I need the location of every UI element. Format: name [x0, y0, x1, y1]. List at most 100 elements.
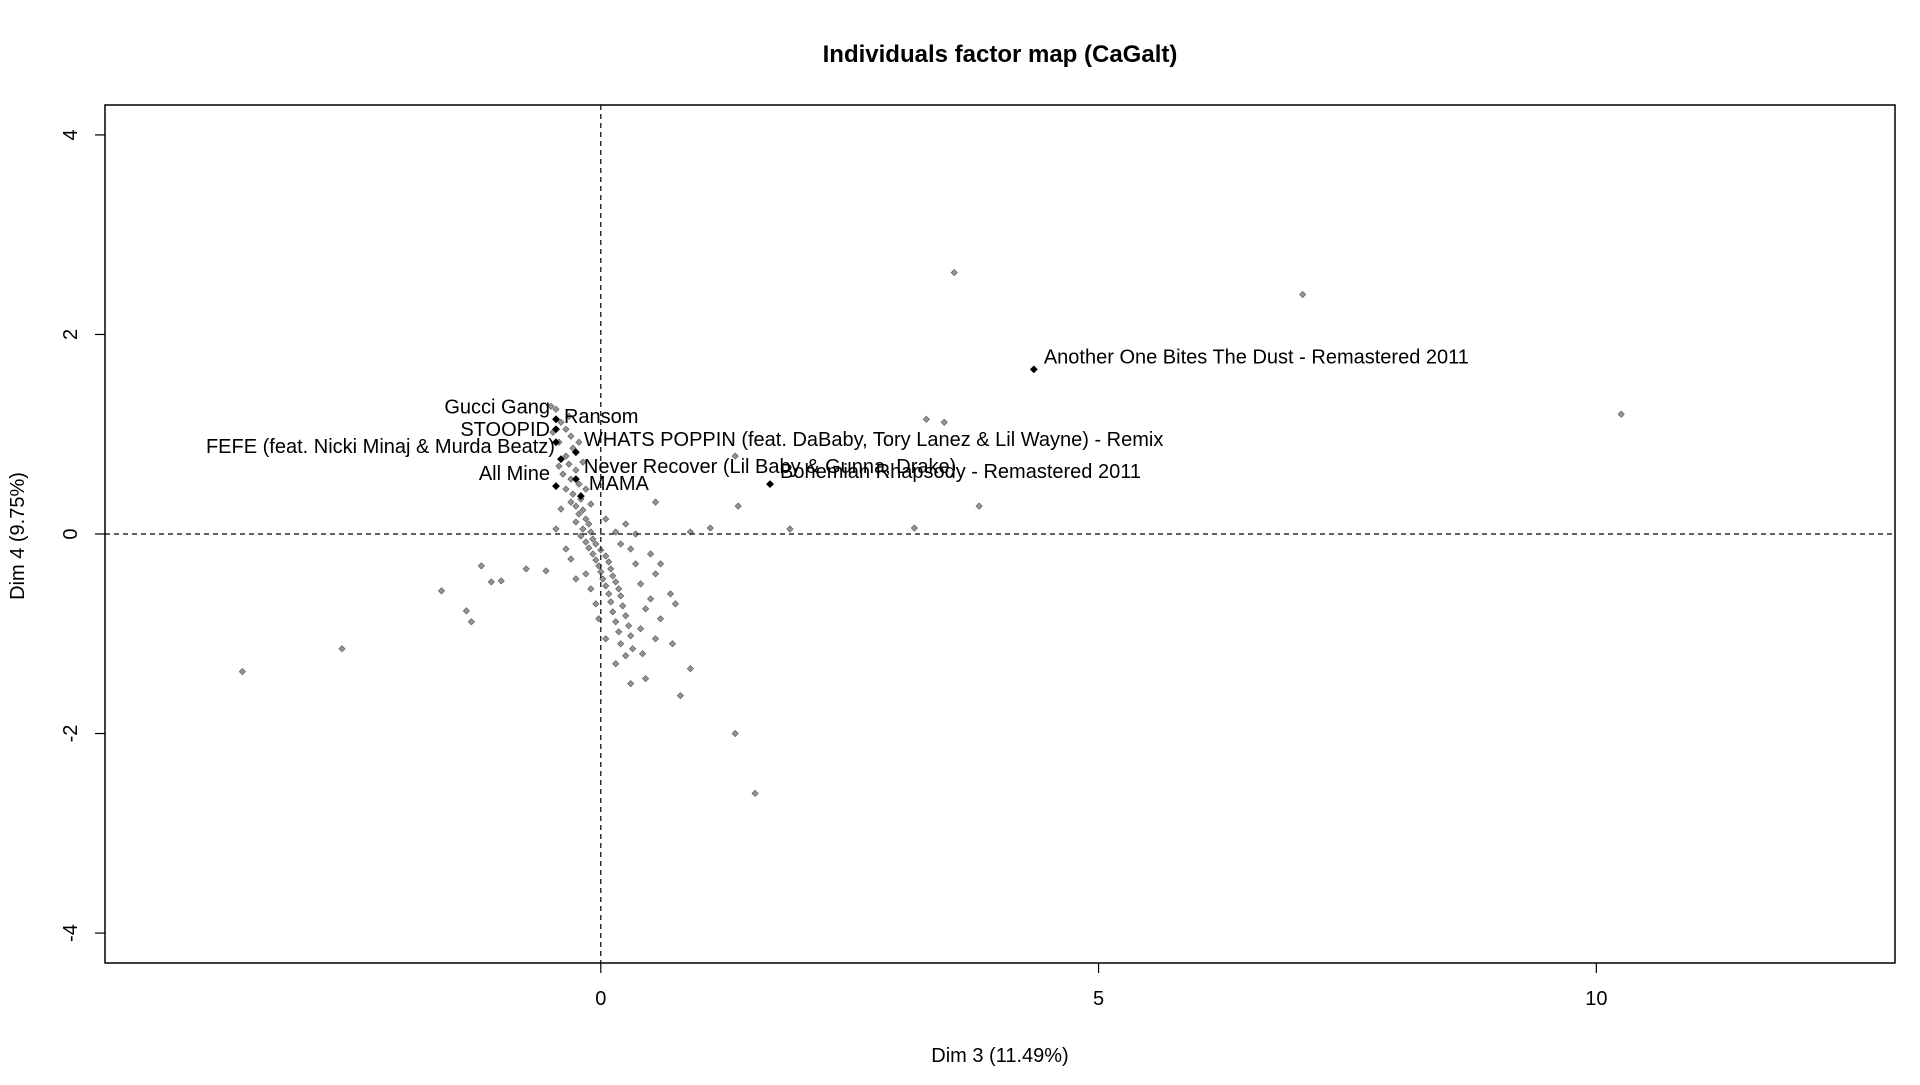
- scatter-point: [627, 680, 635, 688]
- scatter-point: [615, 628, 623, 636]
- scatter-point: [910, 524, 919, 532]
- scatter-point: [542, 567, 550, 575]
- scatter-point: [579, 458, 587, 466]
- scatter-point: [609, 608, 617, 616]
- scatter-point: [617, 592, 625, 600]
- point-label: FEFE (feat. Nicki Minaj & Murda Beatz): [206, 436, 555, 458]
- scatter-point: [612, 578, 620, 586]
- scatter-point: [731, 729, 739, 738]
- scatter-point: [656, 560, 665, 568]
- scatter-point: [734, 502, 742, 510]
- scatter-point: [587, 500, 595, 508]
- scatter-point: [641, 675, 650, 683]
- labeled-point-marker: [571, 448, 580, 457]
- x-axis-ticks: 0 5 10: [595, 963, 1607, 1010]
- scatter-point: [552, 525, 560, 533]
- scatter-point: [605, 558, 613, 566]
- scatter-point: [595, 615, 603, 623]
- scatter-point: [567, 432, 575, 440]
- scatter-point: [602, 582, 610, 590]
- scatter-point: [612, 618, 620, 626]
- scatter-point: [632, 560, 640, 568]
- scatter-point: [582, 515, 590, 523]
- scatter-point: [706, 524, 714, 532]
- scatter-point: [671, 600, 680, 608]
- point-label: Bohemian Rhapsody - Remastered 2011: [780, 461, 1141, 483]
- scatter-point: [582, 570, 590, 578]
- y-tick-label: -2: [60, 725, 82, 743]
- scatter-point: [577, 532, 585, 540]
- scatter-point: [579, 525, 587, 533]
- scatter-point: [567, 498, 575, 506]
- labeled-point-marker: [571, 475, 580, 484]
- scatter-point: [572, 518, 580, 526]
- scatter-point: [575, 480, 583, 488]
- point-label: Never Recover (Lil Baby & Gunna, Drake): [584, 456, 956, 478]
- scatter-point: [686, 665, 695, 673]
- scatter-point: [627, 632, 635, 640]
- scatter-point: [651, 570, 660, 578]
- scatter-point: [572, 575, 580, 583]
- scatter-point: [587, 528, 595, 536]
- x-tick-label: 10: [1585, 988, 1607, 1010]
- scatter-point: [338, 645, 346, 653]
- scatter-point: [666, 590, 675, 598]
- y-axis-ticks: -4 -2 0 2 4: [60, 129, 105, 942]
- scatter-point: [602, 552, 610, 560]
- scatter-point: [437, 587, 446, 595]
- scatter-point: [552, 405, 560, 413]
- labeled-point-marker: [552, 425, 560, 434]
- y-tick-label: 4: [60, 129, 82, 140]
- scatter-point: [786, 525, 794, 533]
- scatter-point: [619, 602, 627, 610]
- point-label: Another One Bites The Dust - Remastered …: [1044, 346, 1469, 368]
- scatter-point: [565, 412, 573, 420]
- scatter-point: [557, 505, 565, 513]
- scatter-point: [487, 578, 495, 586]
- scatter-point: [605, 590, 613, 598]
- y-tick-label: 0: [60, 528, 82, 539]
- x-tick-label: 5: [1093, 988, 1104, 1010]
- scatter-point: [676, 691, 685, 700]
- labeled-point-marker: [557, 455, 565, 464]
- scatter-point: [636, 625, 645, 633]
- point-label: Ransom: [564, 406, 638, 428]
- scatter-point: [467, 618, 475, 626]
- scatter-point: [587, 585, 595, 593]
- scatter-point: [582, 485, 590, 493]
- scatter-point: [582, 538, 590, 546]
- scatter-point: [646, 595, 655, 603]
- point-label: All Mine: [479, 463, 550, 485]
- scatter-point: [617, 540, 625, 548]
- scatter-point: [627, 545, 635, 553]
- scatter-point: [597, 568, 605, 576]
- scatter-point: [607, 598, 615, 606]
- scatter-point: [579, 506, 587, 514]
- scatter-point: [522, 565, 530, 573]
- scatter-point: [622, 520, 630, 528]
- scatter-point: [565, 460, 573, 468]
- scatter-point: [922, 415, 930, 423]
- scatter-point: [585, 520, 593, 528]
- x-tick-label: 0: [595, 988, 606, 1010]
- point-label: Gucci Gang: [444, 396, 550, 418]
- scatter-point: [592, 600, 600, 608]
- scatter-points: [238, 268, 1625, 798]
- scatter-point: [462, 607, 471, 615]
- scatter-point: [559, 470, 567, 478]
- scatter-point: [575, 438, 583, 446]
- scatter-point: [602, 635, 610, 643]
- scatter-point: [651, 635, 660, 643]
- scatter-point: [940, 418, 948, 426]
- scatter-point: [622, 652, 630, 660]
- scatter-point: [617, 640, 625, 648]
- scatter-point: [562, 425, 570, 433]
- scatter-point: [609, 572, 617, 580]
- scatter-point: [622, 612, 630, 620]
- scatter-point: [656, 615, 665, 623]
- y-tick-label: -4: [60, 924, 82, 942]
- scatter-point: [602, 515, 610, 523]
- labeled-point-marker: [1029, 365, 1038, 374]
- labeled-point-marker: [552, 438, 560, 447]
